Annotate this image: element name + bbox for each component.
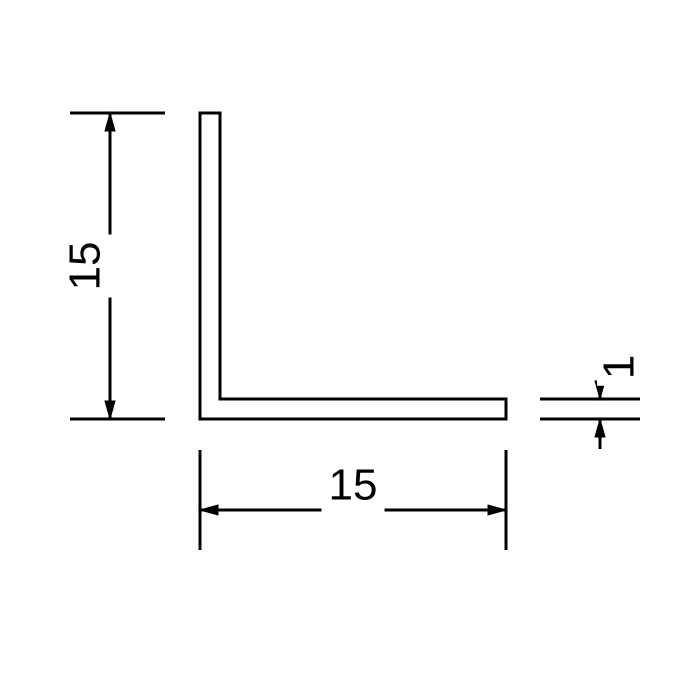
height-label-text: 15 [61,242,110,291]
l-profile [200,113,506,419]
width-label-text: 15 [329,461,378,510]
thickness-arrow-bottom [595,419,605,437]
height-arrow-bottom [105,401,115,419]
thickness-label: 1 [595,348,647,386]
height-arrow-top [105,113,115,131]
width-arrow-right [488,505,506,515]
technical-drawing: 15 15 1 [0,0,700,700]
width-label: 15 [321,461,384,513]
height-label: 15 [61,234,113,297]
thickness-label-text: 1 [595,355,644,379]
width-arrow-left [200,505,218,515]
